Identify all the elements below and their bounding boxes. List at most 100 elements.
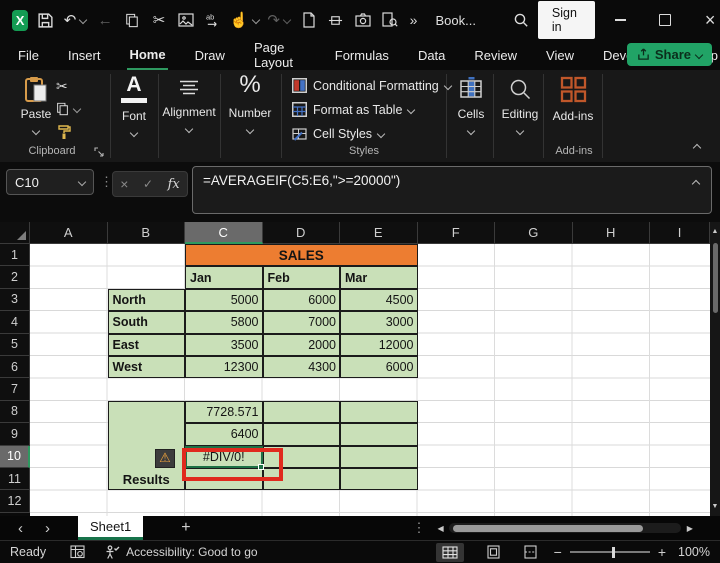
empty-cell[interactable] bbox=[340, 445, 418, 468]
empty-cell[interactable] bbox=[340, 468, 418, 491]
expand-formula-bar-button[interactable] bbox=[691, 179, 701, 189]
region-cell[interactable]: North bbox=[107, 288, 185, 312]
sheet-tab-sheet1[interactable]: Sheet1 bbox=[78, 516, 144, 540]
tab-draw[interactable]: Draw bbox=[194, 47, 225, 63]
new-file-button[interactable] bbox=[299, 7, 319, 33]
signin-button[interactable]: Sign in bbox=[537, 1, 596, 39]
conditional-formatting-button[interactable]: Conditional Formatting bbox=[292, 78, 453, 93]
more-commands-button[interactable]: » bbox=[407, 7, 421, 33]
row-header-3[interactable]: 3 bbox=[0, 288, 30, 312]
v-scrollbar-thumb[interactable] bbox=[712, 243, 718, 313]
results-block[interactable] bbox=[107, 400, 185, 491]
h-scroll-left-button[interactable]: ◀ bbox=[437, 523, 444, 533]
formula-input[interactable]: =AVERAGEIF(C5:E6,">=20000") bbox=[192, 166, 712, 214]
sales-title-cell[interactable]: SALES bbox=[185, 244, 418, 267]
row-header-11[interactable]: 11 bbox=[0, 467, 30, 491]
font-group-button[interactable]: A Font bbox=[112, 74, 156, 141]
value-cell[interactable]: 3500 bbox=[185, 333, 263, 356]
row-header-5[interactable]: 5 bbox=[0, 333, 30, 356]
select-all-corner[interactable] bbox=[0, 222, 30, 244]
copy-button[interactable] bbox=[122, 7, 142, 33]
column-header-a[interactable]: A bbox=[30, 222, 108, 244]
column-header-d[interactable]: D bbox=[262, 222, 340, 244]
cell-styles-button[interactable]: Cell Styles bbox=[292, 126, 386, 141]
tab-home[interactable]: Home bbox=[127, 41, 168, 70]
tab-file[interactable]: File bbox=[18, 47, 39, 63]
value-cell[interactable]: 2000 bbox=[262, 333, 340, 356]
format-painter-button[interactable] bbox=[56, 124, 72, 140]
value-cell[interactable]: 6000 bbox=[262, 288, 340, 312]
row-header-1[interactable]: 1 bbox=[0, 244, 30, 267]
row-header-6[interactable]: 6 bbox=[0, 355, 30, 379]
collapse-ribbon-button[interactable] bbox=[692, 138, 702, 156]
value-cell[interactable]: 4500 bbox=[340, 288, 418, 312]
close-button[interactable]: × bbox=[700, 7, 720, 33]
region-cell[interactable]: West bbox=[107, 356, 185, 379]
zoom-slider-handle[interactable] bbox=[611, 546, 616, 558]
value-cell[interactable]: 6000 bbox=[340, 356, 418, 379]
zoom-out-button[interactable]: − bbox=[553, 544, 562, 560]
h-scroll-right-button[interactable]: ▶ bbox=[686, 523, 693, 533]
empty-cell[interactable] bbox=[340, 423, 418, 446]
excel-logo-icon[interactable]: X bbox=[12, 9, 29, 31]
zoom-level[interactable]: 100% bbox=[678, 545, 710, 559]
error-options-button[interactable]: ⚠ bbox=[155, 448, 175, 468]
format-as-table-button[interactable]: Format as Table bbox=[292, 102, 416, 117]
tab-insert[interactable]: Insert bbox=[67, 47, 101, 63]
camera-button[interactable] bbox=[353, 7, 373, 33]
column-header-h[interactable]: H bbox=[572, 222, 650, 244]
row-header-8[interactable]: 8 bbox=[0, 400, 30, 424]
value-cell[interactable]: 7000 bbox=[262, 311, 340, 334]
editing-group-button[interactable]: Editing bbox=[498, 78, 542, 139]
vertical-scrollbar[interactable]: ▲ ▼ bbox=[710, 222, 720, 516]
fill-handle[interactable] bbox=[258, 464, 264, 470]
maximize-button[interactable] bbox=[655, 7, 675, 33]
column-header-f[interactable]: F bbox=[417, 222, 495, 244]
result-cell-c8[interactable]: 7728.571 bbox=[185, 400, 263, 424]
prev-sheet-button[interactable]: ‹ bbox=[18, 519, 23, 537]
addins-button[interactable]: Add-ins bbox=[548, 76, 598, 123]
touch-mode-button[interactable]: ☝ bbox=[230, 7, 261, 33]
column-header-e[interactable]: E bbox=[340, 222, 418, 244]
redo-button[interactable]: ↷ bbox=[266, 7, 292, 33]
share-button[interactable]: Share bbox=[626, 43, 712, 66]
clipboard-dialog-launcher[interactable] bbox=[94, 147, 104, 157]
value-cell[interactable]: 12300 bbox=[185, 356, 263, 379]
row-header-12[interactable]: 12 bbox=[0, 490, 30, 513]
search-button[interactable] bbox=[511, 7, 531, 33]
empty-cell[interactable] bbox=[262, 423, 340, 446]
zoom-slider[interactable] bbox=[569, 546, 650, 558]
macro-record-button[interactable] bbox=[70, 545, 86, 559]
zoom-in-button[interactable]: + bbox=[657, 544, 667, 560]
minimize-button[interactable] bbox=[610, 7, 630, 33]
month-header-cell[interactable]: Feb bbox=[262, 266, 340, 289]
back-button[interactable]: ← bbox=[95, 7, 115, 33]
row-header-2[interactable]: 2 bbox=[0, 266, 30, 289]
value-cell[interactable]: 5000 bbox=[185, 288, 263, 312]
find-replace-button[interactable]: ab bbox=[203, 7, 223, 33]
column-header-i[interactable]: I bbox=[650, 222, 710, 244]
h-scrollbar-thumb[interactable] bbox=[452, 524, 643, 532]
row-header-4[interactable]: 4 bbox=[0, 311, 30, 334]
cancel-button[interactable]: × bbox=[120, 176, 129, 192]
cells-group-button[interactable]: Cells bbox=[450, 76, 492, 139]
save-button[interactable] bbox=[35, 7, 55, 33]
view-normal-button[interactable] bbox=[435, 542, 464, 562]
row-header-7[interactable]: 7 bbox=[0, 378, 30, 401]
column-header-b[interactable]: B bbox=[107, 222, 185, 244]
alignment-group-button[interactable]: Alignment bbox=[160, 80, 218, 137]
view-page-layout-button[interactable] bbox=[486, 545, 501, 559]
month-header-cell[interactable]: Jan bbox=[185, 266, 263, 289]
region-cell[interactable]: East bbox=[107, 333, 185, 356]
copy-button[interactable] bbox=[56, 102, 82, 116]
insert-function-button[interactable]: fx bbox=[167, 176, 180, 192]
column-header-c-selected[interactable]: C bbox=[185, 222, 263, 244]
empty-cell[interactable] bbox=[340, 400, 418, 424]
tab-review[interactable]: Review bbox=[474, 47, 518, 63]
column-header-g[interactable]: G bbox=[495, 222, 573, 244]
scroll-up-button[interactable]: ▲ bbox=[711, 228, 719, 235]
number-group-button[interactable]: % Number bbox=[222, 72, 278, 138]
row-header-10-selected[interactable]: 10 bbox=[0, 445, 30, 468]
view-page-break-button[interactable] bbox=[523, 545, 538, 559]
horizontal-scrollbar[interactable] bbox=[448, 523, 681, 533]
